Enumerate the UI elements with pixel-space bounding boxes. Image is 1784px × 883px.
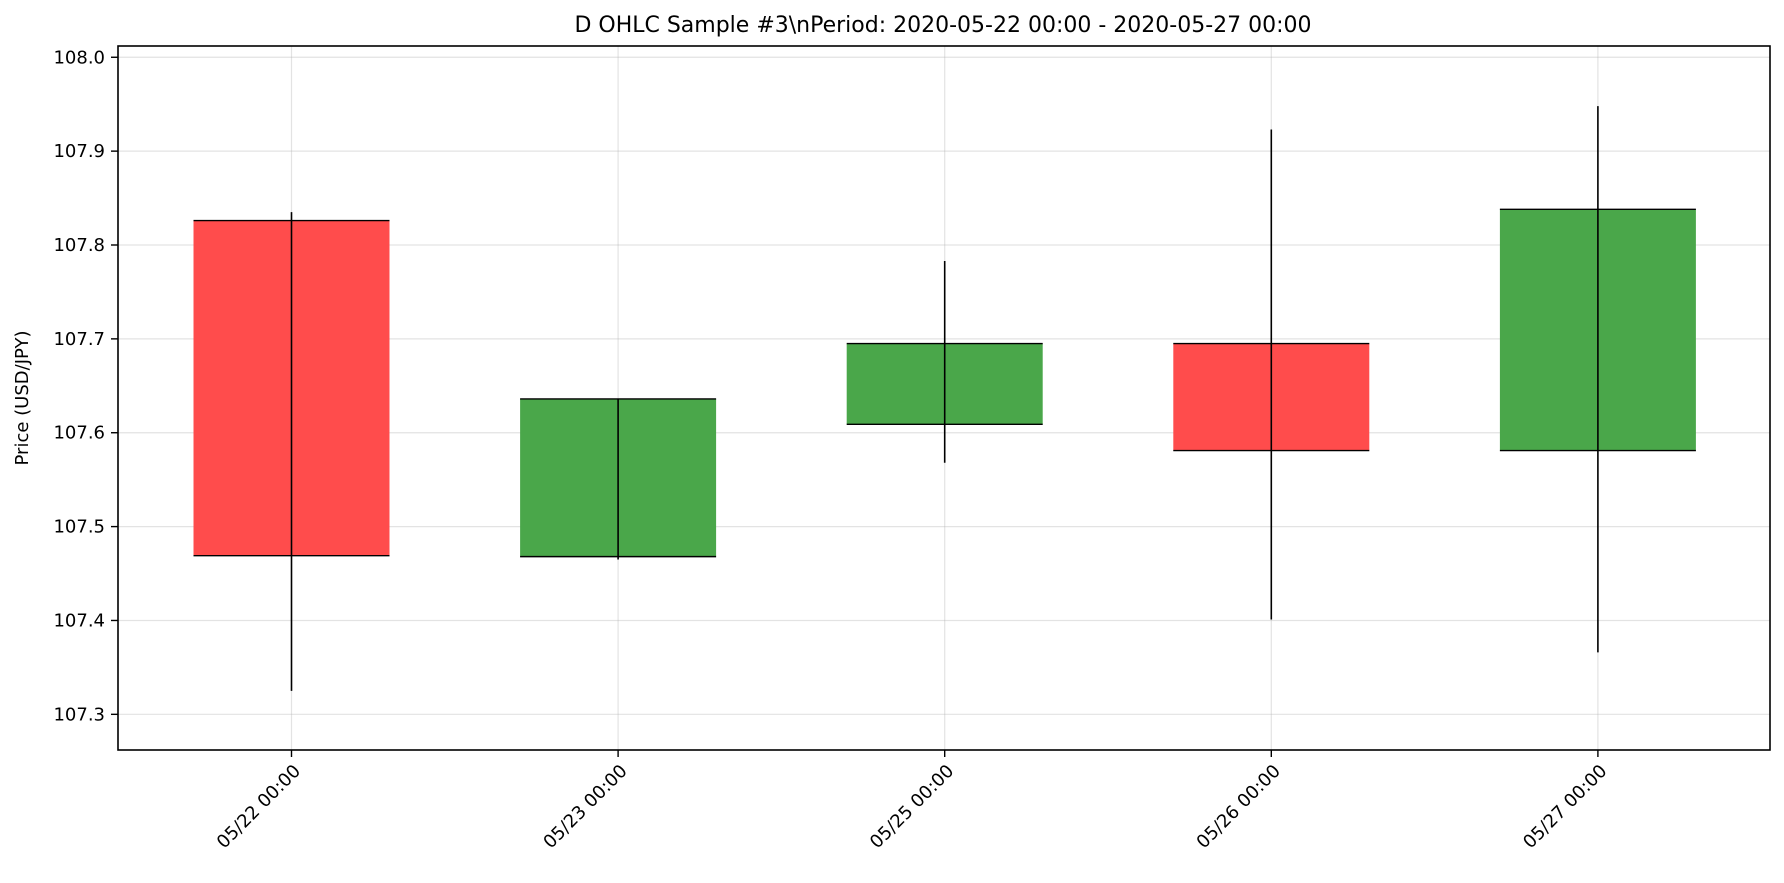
y-tick-label: 107.9: [53, 141, 105, 162]
y-tick-label: 107.8: [53, 235, 105, 256]
x-tick-label: 05/25 00:00: [866, 761, 958, 853]
candle-layer: [193, 106, 1696, 691]
candle-down: [193, 212, 390, 691]
candle-up: [1499, 106, 1696, 653]
y-tick-label: 107.3: [53, 704, 105, 725]
candle-down: [1173, 129, 1370, 620]
y-tick-label: 108.0: [53, 47, 105, 68]
y-tick-label: 107.5: [53, 517, 105, 538]
x-tick-label: 05/23 00:00: [539, 761, 631, 853]
chart-title: D OHLC Sample #3\nPeriod: 2020-05-22 00:…: [574, 13, 1311, 38]
y-tick-label: 107.4: [53, 610, 105, 631]
y-axis-ticks: 107.3 107.4 107.5 107.6 107.7 107.8 107.9 108.0: [53, 47, 118, 725]
candle-up: [520, 398, 717, 560]
y-tick-label: 107.6: [53, 423, 105, 444]
x-tick-label: 05/22 00:00: [213, 761, 305, 853]
y-axis-label: Price (USD/JPY): [12, 331, 33, 466]
x-axis-ticks: 05/22 00:00 05/23 00:00 05/25 00:00 05/26 0…: [213, 750, 1611, 853]
candle-up: [846, 260, 1043, 463]
x-tick-label: 05/27 00:00: [1519, 761, 1611, 853]
x-tick-label: 05/26 00:00: [1193, 761, 1285, 853]
y-tick-label: 107.7: [53, 329, 105, 350]
